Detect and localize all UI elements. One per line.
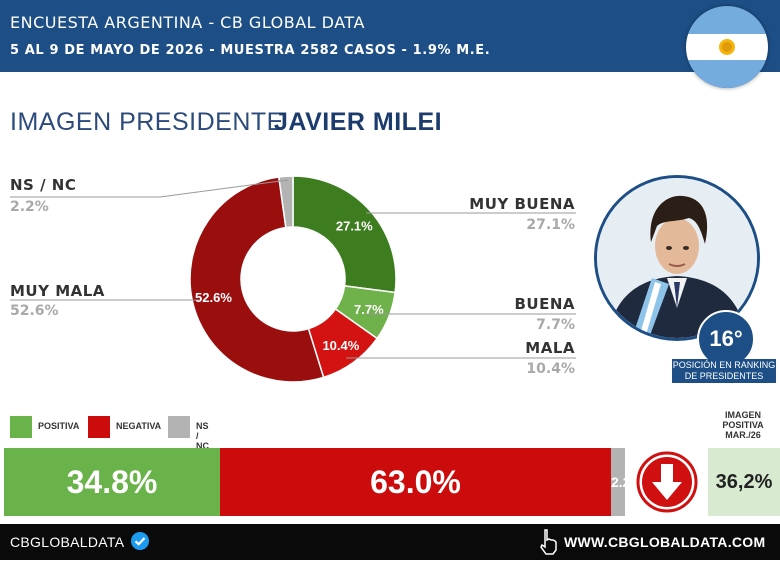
bar-nsnc-label: 2.2% [611,474,625,490]
legend-negativa-swatch [88,416,110,438]
value-ns-nc: 2.2% [10,199,49,215]
slice-muy-mala [189,176,325,383]
slice-label-muy-buena: 27.1% [336,218,373,233]
bar-negativa-label: 63.0% [370,464,461,500]
bar-positiva-label: 34.8% [66,464,158,500]
legend-negativa-label: NEGATIVA [116,421,162,431]
label-buena: BUENA [514,295,575,313]
slice-label-buena: 7.7% [354,302,384,317]
ranking-caption: POSICIÓN EN RANKING DE PRESIDENTES [672,359,776,383]
previous-title-line1: IMAGEN [725,410,761,420]
slice-ns-nc [277,175,294,229]
verified-badge-icon [130,531,150,551]
legend-positiva-swatch [10,416,32,438]
label-muy-mala: MUY MALA [10,282,105,300]
legend-positiva-label: POSITIVA [38,421,80,431]
page-title: IMAGEN PRESIDENTE [10,108,284,136]
slice-label-muy-mala: 52.6% [195,290,232,305]
bar-positiva: 34.8% [4,448,220,516]
ranking-caption-line2: DE PRESIDENTES [684,371,764,381]
hand-cursor-icon [538,528,560,556]
leader-ns-nc [10,179,289,198]
label-mala: MALA [525,339,575,357]
footer-brand: CBGLOBALDATA [10,534,125,550]
bar-nsnc: 2.2% [611,448,625,516]
legend-nsnc-swatch [168,416,190,438]
survey-subtitle: 5 AL 9 DE MAYO DE 2026 - MUESTRA 2582 CA… [10,43,491,58]
donut-chart: 27.1% 7.7% 10.4% 52.6% [10,175,576,383]
ranking-badge: 16° [697,310,755,368]
ranking-caption-line1: POSICIÓN EN RANKING [672,360,776,370]
bar-negativa: 63.0% [220,448,611,516]
previous-image-title: IMAGEN POSITIVA MAR./26 [706,410,780,440]
label-ns-nc: NS / NC [10,176,77,194]
footer: CBGLOBALDATA WWW.CBGLOBALDATA.COM [0,524,780,560]
value-muy-buena: 27.1% [526,217,575,233]
argentina-flag-icon [686,6,768,88]
label-muy-buena: MUY BUENA [469,195,575,213]
survey-title: ENCUESTA ARGENTINA - CB GLOBAL DATA [10,13,365,32]
footer-url[interactable]: WWW.CBGLOBALDATA.COM [564,534,766,550]
arrow-down-icon [632,448,702,516]
previous-title-line3: MAR./26 [725,430,761,440]
value-mala: 10.4% [526,361,575,377]
value-muy-mala: 52.6% [10,303,59,319]
slice-muy-buena [292,175,397,294]
president-name: JAVIER MILEI [274,108,443,136]
header-banner: ENCUESTA ARGENTINA - CB GLOBAL DATA 5 AL… [0,0,780,72]
previous-title-line2: POSITIVA [722,420,764,430]
slice-label-mala: 10.4% [322,338,359,353]
value-buena: 7.7% [536,317,575,333]
previous-image-value: 36,2% [708,448,780,516]
legend-nsnc-label: NS / NC [196,421,209,451]
